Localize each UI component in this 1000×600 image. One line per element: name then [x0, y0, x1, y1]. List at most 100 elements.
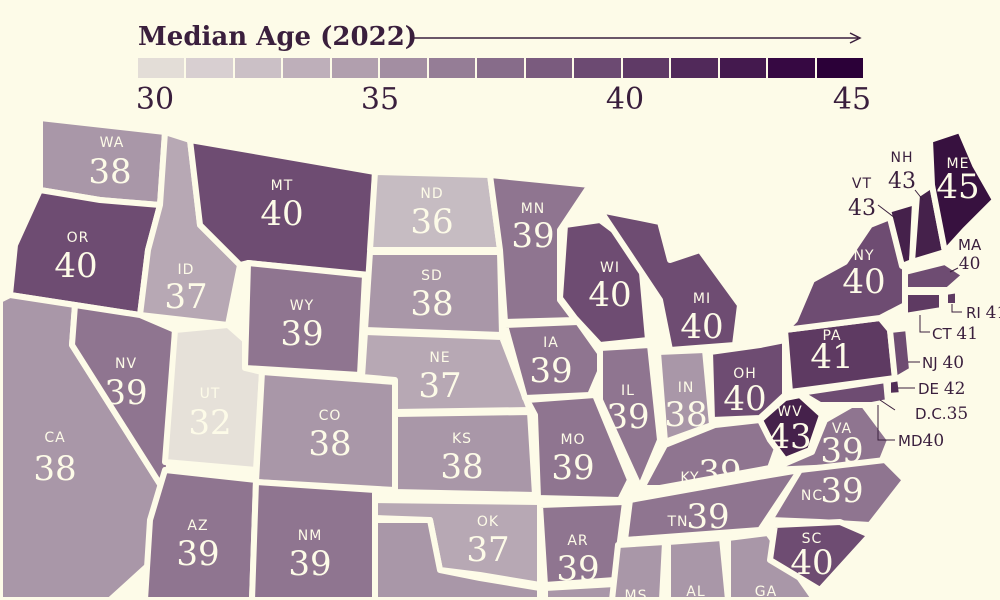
- svg-text:NV: NV: [115, 356, 137, 372]
- label-VT: VT 43: [848, 176, 876, 221]
- svg-text:40: 40: [790, 543, 833, 583]
- state-TX[interactable]: [372, 517, 543, 600]
- svg-text:39: 39: [820, 471, 863, 511]
- svg-text:39: 39: [104, 373, 147, 413]
- state-MD[interactable]: [797, 377, 891, 408]
- legend-tick-30: 30: [135, 82, 175, 117]
- side-label-RI: RI 41: [966, 303, 1000, 323]
- label-CA: CA 38: [33, 430, 76, 489]
- legend-swatch: [186, 58, 235, 78]
- svg-text:41: 41: [810, 337, 853, 377]
- svg-text:39: 39: [288, 544, 331, 584]
- state-NJ[interactable]: [887, 325, 915, 383]
- state-NC[interactable]: [767, 457, 908, 528]
- side-label-CT: CT 41: [932, 324, 979, 344]
- svg-text:WA: WA: [100, 135, 125, 151]
- state-GA[interactable]: [725, 530, 818, 600]
- svg-text:OH: OH: [733, 366, 757, 382]
- state-AZ[interactable]: [142, 467, 259, 600]
- state-CT[interactable]: [902, 289, 945, 319]
- svg-text:45: 45: [936, 167, 979, 207]
- svg-text:NY: NY: [853, 248, 874, 264]
- svg-text:37: 37: [164, 277, 207, 317]
- legend-swatch: [622, 58, 672, 78]
- legend-tick-45: 45: [832, 82, 872, 117]
- svg-text:39: 39: [511, 216, 554, 256]
- leader-vt: [877, 204, 896, 219]
- svg-text:39: 39: [686, 497, 729, 537]
- svg-text:KY: KY: [680, 470, 699, 486]
- svg-text:38: 38: [308, 424, 351, 464]
- svg-text:43: 43: [848, 196, 876, 221]
- side-label-DC: D.C.35: [915, 404, 969, 424]
- svg-text:36: 36: [410, 202, 453, 242]
- svg-text:MI: MI: [693, 291, 711, 307]
- state-SC[interactable]: [767, 519, 873, 593]
- leader-ct: [919, 315, 930, 333]
- svg-text:38: 38: [440, 447, 483, 487]
- state-WV[interactable]: [757, 392, 825, 463]
- svg-text:NH: NH: [891, 150, 914, 166]
- leader-dc: [879, 399, 896, 411]
- svg-text:39: 39: [556, 549, 599, 589]
- leader-md: [877, 405, 895, 441]
- legend-swatch: [331, 58, 381, 78]
- svg-text:MT: MT: [271, 178, 294, 194]
- state-NM[interactable]: [249, 479, 378, 600]
- svg-text:39: 39: [280, 314, 323, 354]
- legend-swatch: [574, 58, 623, 78]
- state-UT[interactable]: [162, 322, 265, 473]
- legend-swatch: [816, 58, 864, 78]
- state-MS[interactable]: [609, 539, 668, 600]
- svg-text:38: 38: [664, 395, 707, 435]
- side-label-DE: DE 42: [918, 379, 966, 399]
- leader-nh: [914, 189, 924, 201]
- state-LA[interactable]: [542, 581, 623, 600]
- state-IL[interactable]: [597, 342, 663, 491]
- svg-text:AL: AL: [686, 584, 705, 600]
- svg-text:32: 32: [188, 403, 231, 443]
- state-RI[interactable]: [942, 287, 961, 309]
- svg-text:IA: IA: [543, 335, 559, 351]
- svg-text:NM: NM: [298, 528, 323, 544]
- state-AL[interactable]: [665, 535, 731, 600]
- label-MS: MS: [625, 588, 647, 600]
- legend-color-scale: [138, 58, 864, 78]
- state-MA[interactable]: [902, 259, 968, 293]
- legend-swatch: [719, 58, 769, 78]
- state-ME[interactable]: [927, 127, 998, 255]
- legend-swatch: [283, 58, 332, 78]
- svg-text:38: 38: [410, 284, 453, 324]
- svg-text:38: 38: [33, 449, 76, 489]
- state-MI[interactable]: [597, 207, 743, 353]
- legend-tick-35: 35: [360, 82, 400, 117]
- svg-text:NE: NE: [429, 350, 450, 366]
- svg-text:PA: PA: [822, 328, 841, 344]
- svg-text:ME: ME: [947, 156, 970, 172]
- svg-text:43: 43: [888, 169, 916, 194]
- svg-text:AZ: AZ: [187, 518, 208, 534]
- svg-text:39: 39: [529, 351, 572, 391]
- svg-text:40: 40: [588, 275, 631, 315]
- svg-text:WI: WI: [600, 260, 620, 276]
- legend-tick-40: 40: [605, 82, 645, 117]
